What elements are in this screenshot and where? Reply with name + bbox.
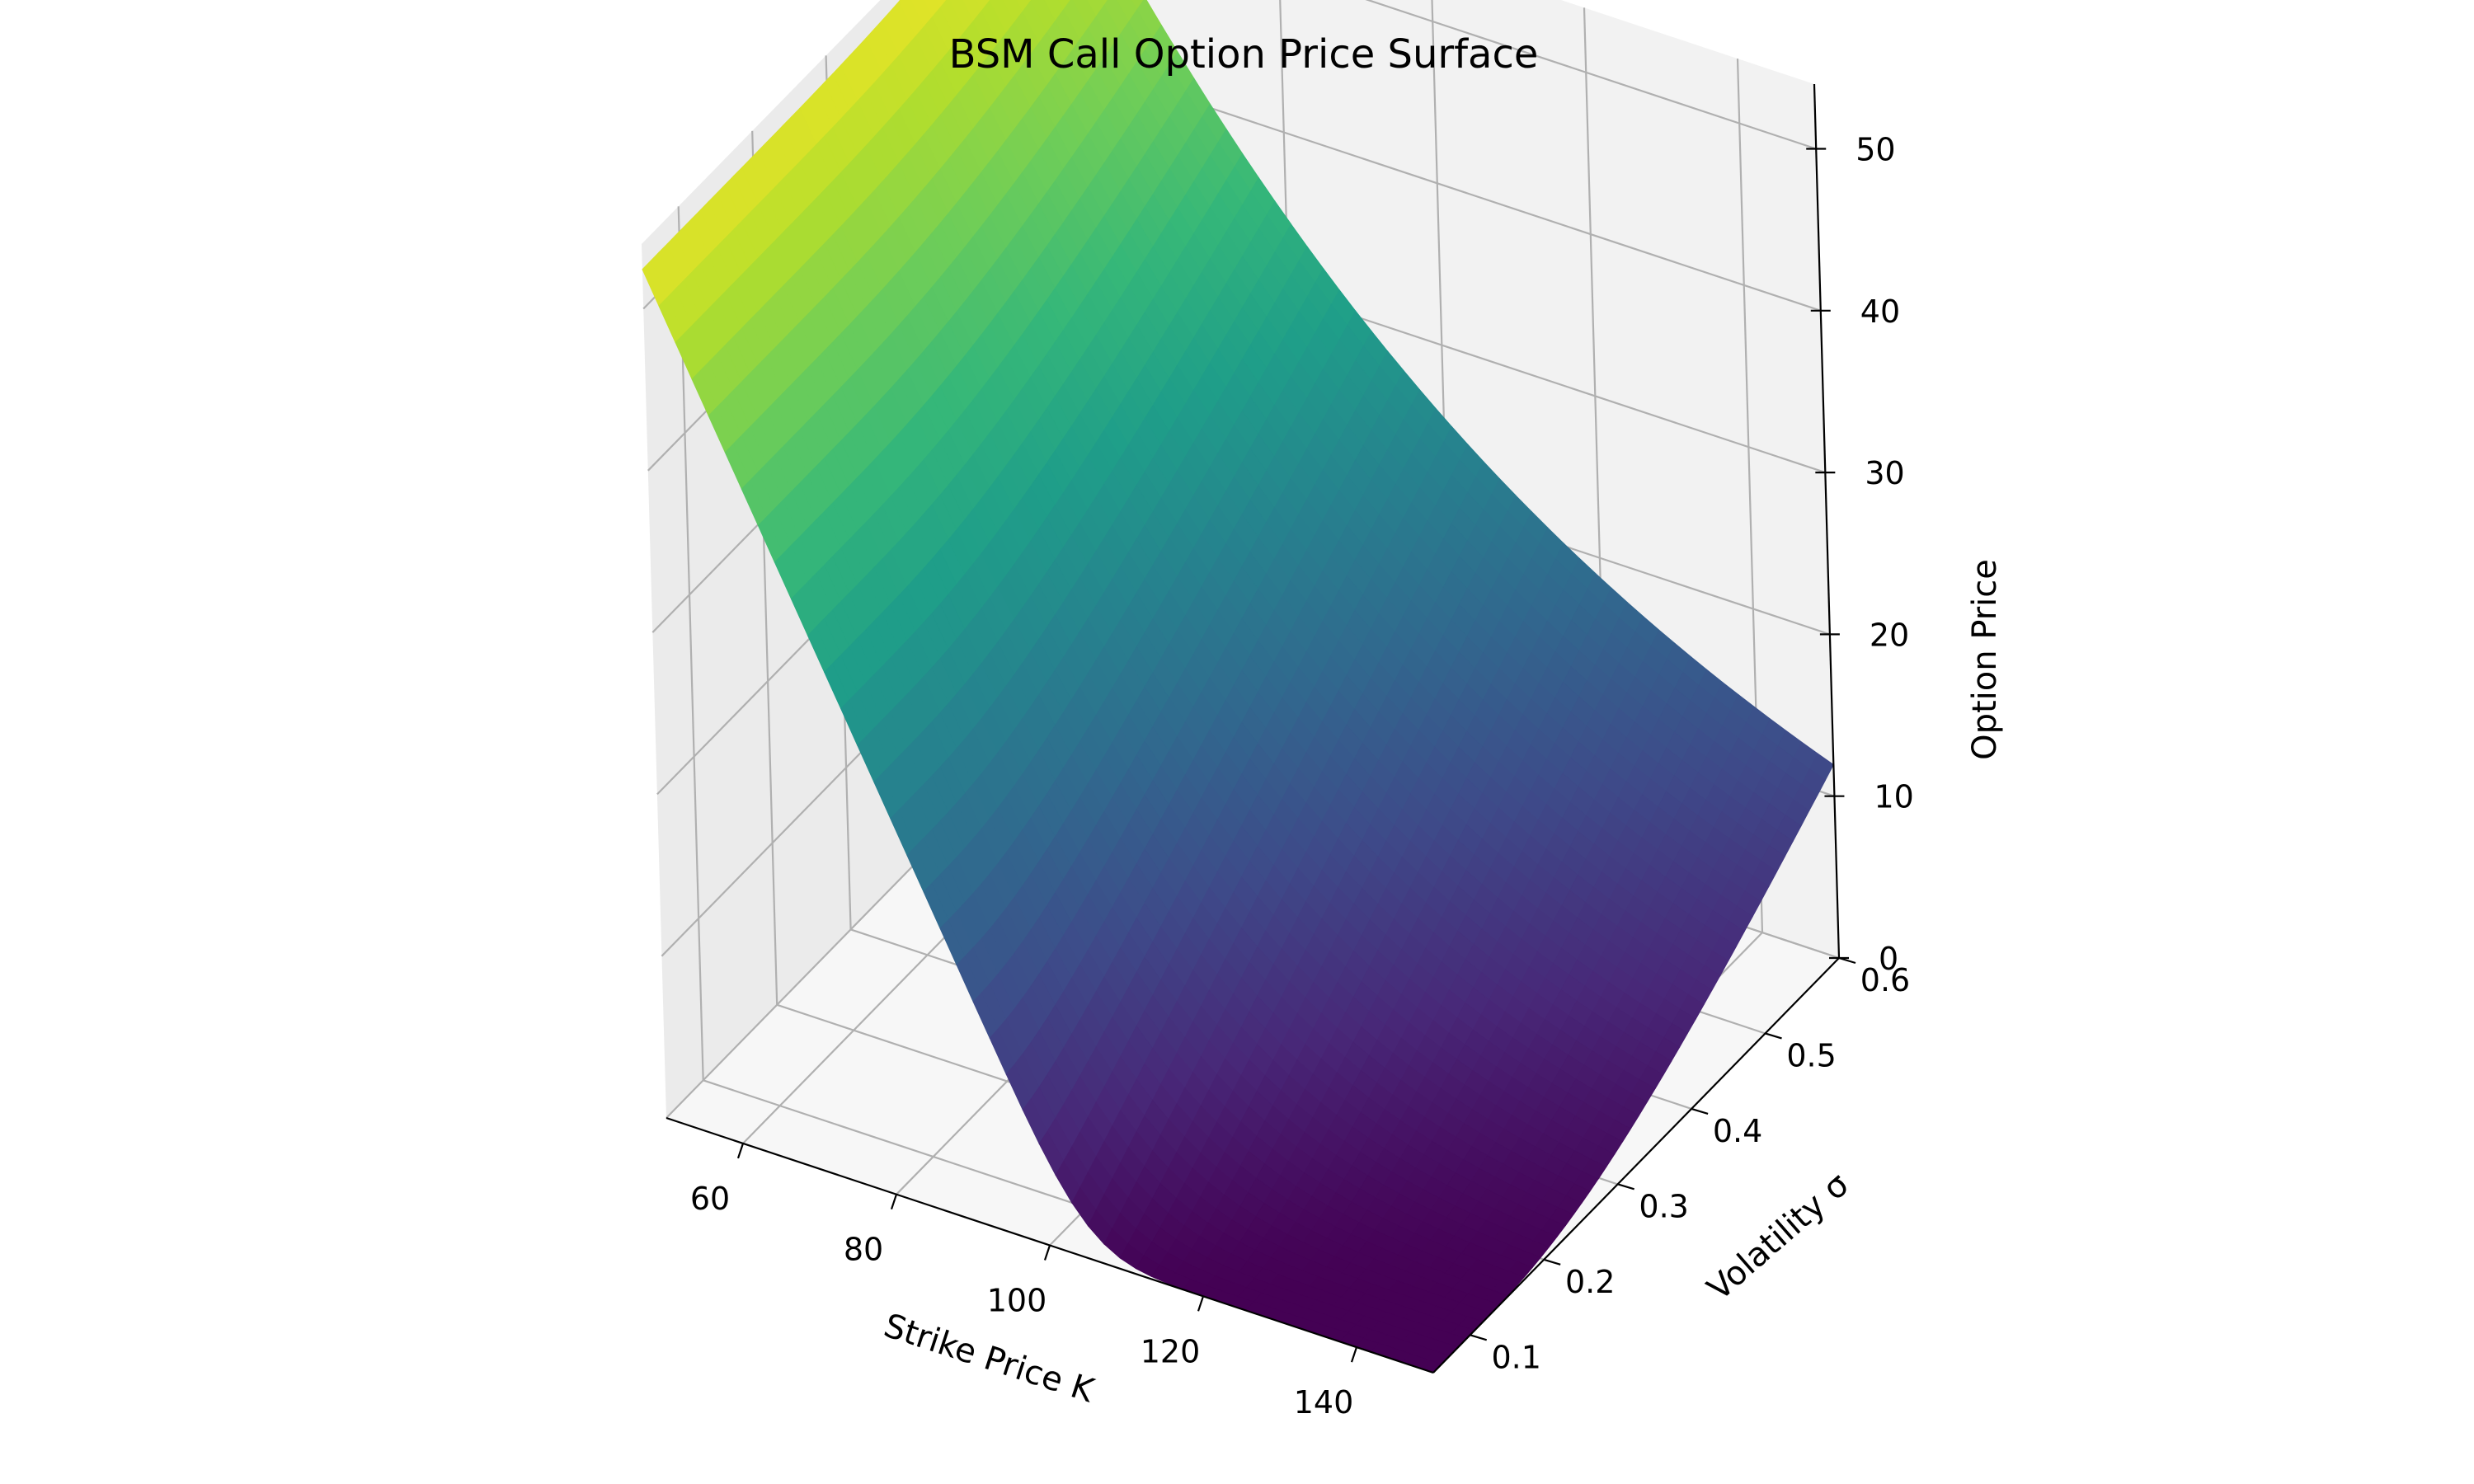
y-tick-label: 0.3 xyxy=(1639,1188,1688,1224)
z-tick-label: 20 xyxy=(1870,617,1909,653)
z-tick-label: 0 xyxy=(1879,941,1898,977)
y-tick-mark xyxy=(1543,1258,1561,1266)
surface-cell xyxy=(1057,0,1071,11)
y-axis-label: Volatility σ xyxy=(1700,1166,1856,1308)
y-tick-mark xyxy=(1691,1107,1709,1115)
x-tick-label: 140 xyxy=(1294,1384,1354,1421)
y-tick-label: 0.5 xyxy=(1786,1037,1836,1073)
y-tick-label: 0.4 xyxy=(1713,1113,1762,1149)
z-tick-label: 10 xyxy=(1874,779,1913,815)
y-tick-mark xyxy=(1470,1334,1488,1341)
z-axis-label: Option Price xyxy=(1966,559,2004,760)
y-axis-line xyxy=(1432,957,1840,1374)
x-tick-mark xyxy=(1043,1245,1051,1261)
x-tick-mark xyxy=(890,1194,898,1210)
z-axis-line xyxy=(1813,83,1841,959)
price-surface xyxy=(642,0,1834,1374)
x-tick-label: 120 xyxy=(1141,1333,1201,1369)
surface-cell xyxy=(1101,0,1108,6)
x-tick-label: 100 xyxy=(987,1283,1047,1319)
x-axis-label: Strike Price K xyxy=(879,1307,1099,1411)
x-tick-mark xyxy=(1197,1295,1205,1312)
x-tick-label: 60 xyxy=(690,1181,730,1217)
x-tick-mark xyxy=(736,1143,745,1159)
z-tick-label: 30 xyxy=(1865,455,1904,491)
y-tick-label: 0.2 xyxy=(1565,1264,1615,1300)
y-tick-label: 0.1 xyxy=(1492,1339,1541,1375)
chart-title: BSM Call Option Price Surface xyxy=(949,31,1539,77)
y-tick-label: 0.6 xyxy=(1860,962,1910,998)
z-tick-label: 50 xyxy=(1856,132,1895,168)
z-tick-label: 40 xyxy=(1860,294,1900,330)
x-tick-mark xyxy=(1350,1346,1358,1363)
surface-cell xyxy=(936,0,948,9)
x-tick-label: 80 xyxy=(844,1232,883,1268)
y-tick-mark xyxy=(1617,1183,1634,1190)
tick-labels: 60 80 100 120 140 0.1 0.2 0.3 0.4 0.5 0.60 10 20 30 40… xyxy=(690,132,1914,1421)
y-tick-mark xyxy=(1765,1032,1782,1040)
axes xyxy=(666,83,1856,1374)
